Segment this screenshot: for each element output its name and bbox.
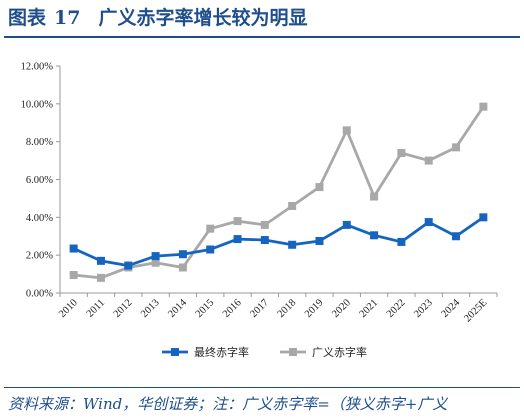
chart-area: 0.00% 2.00% 4.00% 6.00% 8.00% 10.00% 12.00% 201… [0, 40, 524, 380]
x-tick-label: 2025E [462, 297, 489, 324]
data-point [288, 201, 297, 210]
y-tick-label: 2.00% [26, 251, 53, 262]
data-point [315, 236, 324, 245]
line-chart: 0.00% 2.00% 4.00% 6.00% 8.00% 10.00% 12.00% 201… [21, 62, 498, 359]
series-line [73, 216, 485, 267]
data-point [206, 245, 215, 254]
legend-marker [289, 348, 297, 356]
data-point [151, 258, 160, 267]
x-tick-label: 2017 [248, 297, 271, 320]
data-point [178, 263, 187, 272]
data-point [424, 218, 433, 227]
y-tick-label: 4.00% [26, 213, 53, 224]
figure-label: 图表 [8, 7, 47, 29]
x-tick-label: 2015 [194, 297, 217, 320]
x-tick-label: 2018 [276, 297, 299, 320]
data-point [288, 240, 297, 249]
data-point [151, 252, 160, 261]
y-tick-label: 6.00% [26, 175, 53, 186]
legend-label: 最终赤字率 [194, 345, 249, 359]
figure-title: 图表 17 广义赤字率增长较为明显 [8, 4, 307, 32]
series-line [73, 105, 485, 280]
x-tick-label: 2012 [112, 297, 135, 320]
data-point [315, 183, 324, 192]
data-point [206, 224, 215, 233]
x-tick-label: 2022 [385, 297, 408, 320]
data-point [233, 217, 242, 226]
legend-label: 广义赤字率 [312, 345, 367, 359]
x-tick-label: 2010 [57, 297, 80, 320]
x-tick-label: 2011 [85, 297, 107, 319]
data-point [178, 250, 187, 259]
data-point [479, 102, 488, 111]
data-point [342, 126, 351, 135]
data-point [397, 237, 406, 246]
data-point [342, 220, 351, 229]
y-tick-label: 12.00% [21, 62, 54, 73]
x-tick-label: 2013 [139, 297, 162, 320]
data-point [452, 232, 461, 241]
legend-marker [171, 348, 179, 356]
x-tick-label: 2014 [166, 297, 189, 320]
data-point [479, 213, 488, 222]
y-tick-label: 10.00% [21, 99, 54, 110]
y-tick-label: 8.00% [26, 137, 53, 148]
data-point [96, 256, 105, 265]
source-note: 资料来源：Wind，华创证券；注：广义赤字率=（狭义赤字+广义 [8, 395, 448, 413]
data-point [370, 192, 379, 201]
figure-title-text: 广义赤字率增长较为明显 [98, 7, 308, 29]
data-point [69, 271, 78, 280]
data-point [260, 236, 269, 245]
y-tick-label: 0.00% [26, 289, 53, 300]
x-tick-label: 2019 [303, 297, 326, 320]
x-tick-label: 2024 [440, 297, 463, 320]
data-point [69, 244, 78, 253]
data-point [424, 156, 433, 165]
data-point [233, 235, 242, 244]
x-tick-label: 2023 [412, 297, 435, 320]
figure-number: 17 [54, 7, 81, 29]
source-divider [4, 387, 520, 388]
data-point [397, 149, 406, 158]
data-point [260, 220, 269, 229]
x-tick-label: 2021 [358, 297, 381, 320]
data-point [452, 143, 461, 152]
title-underline [4, 36, 520, 38]
x-tick-label: 2016 [221, 297, 244, 320]
x-tick-label: 2020 [330, 297, 353, 320]
data-point [96, 273, 105, 282]
data-point [370, 231, 379, 240]
data-point [124, 261, 133, 270]
